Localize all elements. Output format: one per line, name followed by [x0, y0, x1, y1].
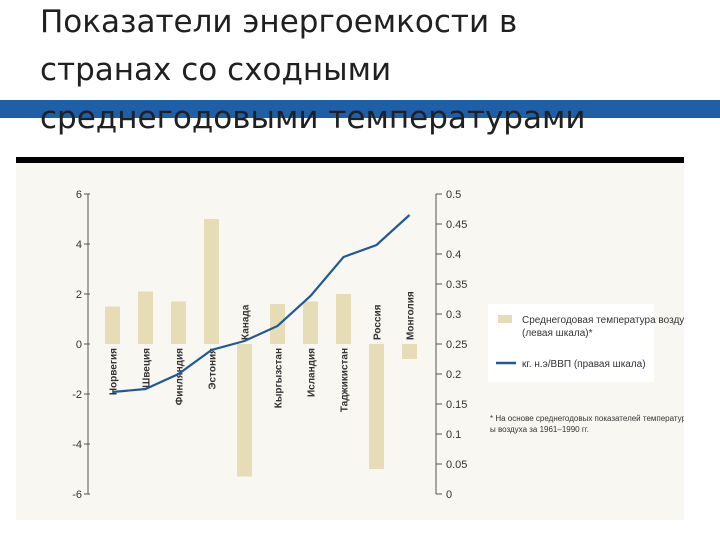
- legend-line-label: кг. н.э/ВВП (правая шкала): [522, 359, 646, 370]
- title-rule: [16, 157, 684, 163]
- left-axis-tick-label: 0: [76, 339, 82, 351]
- title-accent-bar: [0, 100, 720, 118]
- category-label: Канада: [241, 304, 252, 340]
- category-label: Эстония: [208, 348, 219, 390]
- title-line: странах со сходными: [40, 52, 392, 88]
- right-axis-tick-label: 0.4: [446, 249, 461, 261]
- right-axis-tick-label: 0.15: [446, 399, 467, 411]
- category-label: Швеция: [142, 348, 153, 388]
- category-label: Кыргызстан: [274, 348, 285, 408]
- category-label: Исландия: [307, 348, 318, 397]
- title-line: среднегодовыми температурами: [40, 100, 586, 136]
- energy-intensity-chart: 6 4 2 0 -2 -4 -6 0.5 0.45 0.4 0.35 0.3 0.25 0.2 0.15 0.…: [72, 189, 695, 501]
- right-axis-tick-label: 0.3: [446, 309, 461, 321]
- temperature-bar: [138, 291, 153, 344]
- legend-bar-swatch: [498, 315, 512, 323]
- right-axis-tick-label: 0.25: [446, 339, 467, 351]
- left-axis-tick-label: -6: [72, 489, 82, 501]
- temperature-bar: [105, 306, 120, 344]
- chart-footnote: * На основе среднегодовых показателей те…: [490, 414, 684, 434]
- left-axis-tick-label: 4: [76, 239, 82, 251]
- temperature-bar: [402, 344, 417, 359]
- energy-intensity-line: [112, 214, 411, 394]
- left-axis-tick-label: 2: [76, 289, 82, 301]
- right-axis-tick-label: 0.5: [446, 189, 461, 201]
- right-axis-tick-label: 0.1: [446, 429, 461, 441]
- right-axis-tick-label: 0: [446, 489, 452, 501]
- right-axis-tick-label: 0.2: [446, 369, 461, 381]
- left-axis-tick-label: 6: [76, 189, 82, 201]
- category-label: Монголия: [406, 291, 417, 340]
- temperature-bar: [336, 294, 351, 344]
- category-label: Норвегия: [109, 348, 120, 395]
- left-axis-tick-label: -4: [72, 439, 82, 451]
- legend-box: [488, 304, 654, 382]
- temperature-bar: [369, 344, 384, 469]
- right-axis-tick-label: 0.35: [446, 279, 467, 291]
- temperature-bar: [171, 301, 186, 344]
- title-line: Показатели энергоемкости в: [40, 4, 518, 40]
- right-axis-tick-label: 0.05: [446, 459, 467, 471]
- left-axis-tick-label: -2: [72, 389, 82, 401]
- temperature-bar: [303, 301, 318, 344]
- temperature-bar: [270, 304, 285, 344]
- right-axis-tick-label: 0.45: [446, 219, 467, 231]
- temperature-bar: [237, 344, 252, 477]
- category-label: Таджикистан: [340, 348, 351, 412]
- temperature-bar: [204, 219, 219, 344]
- category-label: Россия: [373, 304, 384, 340]
- category-label: Финляндия: [175, 348, 186, 405]
- chart-panel: 6 4 2 0 -2 -4 -6 0.5 0.45 0.4 0.35 0.3 0.25 0.2 0.15 0.…: [16, 163, 695, 520]
- legend-bar-label: Среднегодовая температура воздуха (левая …: [522, 315, 684, 339]
- page-title: Показатели энергоемкости в странах со сх…: [40, 0, 640, 163]
